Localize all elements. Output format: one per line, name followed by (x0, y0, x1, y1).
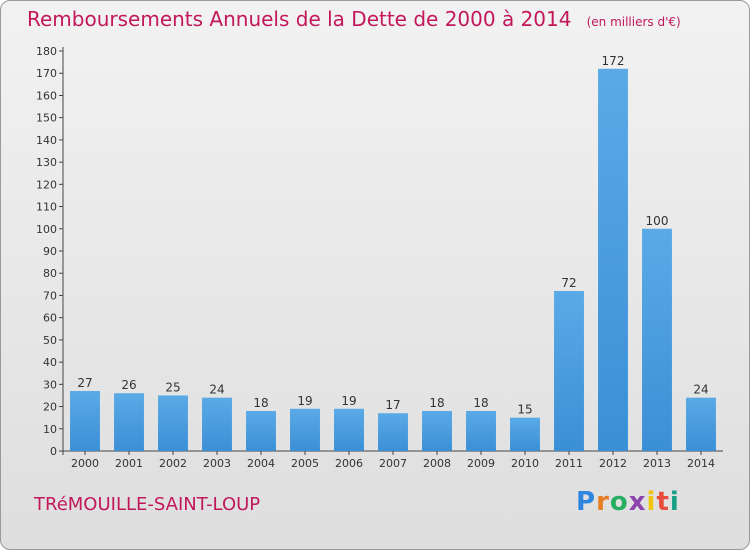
data-label: 27 (77, 376, 92, 390)
data-label: 24 (693, 383, 708, 397)
y-tick-label: 20 (43, 401, 57, 414)
bar (334, 408, 364, 451)
bar (598, 68, 628, 452)
y-tick-label: 100 (36, 223, 57, 236)
y-tick-label: 10 (43, 423, 57, 436)
data-label: 18 (253, 396, 268, 410)
x-tick-label: 2001 (115, 457, 143, 470)
logo-letter: r (596, 487, 610, 517)
y-tick-label: 130 (36, 156, 57, 169)
data-label: 25 (165, 380, 180, 394)
bar (642, 228, 672, 451)
data-label: 19 (341, 394, 356, 408)
data-label: 17 (385, 398, 400, 412)
proxiti-logo[interactable]: Proxiti (576, 487, 680, 517)
y-tick-label: 90 (43, 245, 57, 258)
x-tick-label: 2010 (511, 457, 539, 470)
x-tick-label: 2009 (467, 457, 495, 470)
y-tick-label: 40 (43, 356, 57, 369)
x-tick-label: 2012 (599, 457, 627, 470)
chart-title-unit: (en milliers d'€) (586, 15, 681, 29)
logo-letter: t (656, 487, 670, 517)
bar (554, 291, 584, 451)
bar (686, 397, 716, 451)
y-tick-label: 150 (36, 112, 57, 125)
data-label: 24 (209, 383, 224, 397)
bar (70, 391, 100, 451)
bar (114, 393, 144, 451)
commune-name: TRéMOUILLE-SAINT-LOUP (34, 494, 261, 515)
x-tick-label: 2005 (291, 457, 319, 470)
y-tick-label: 0 (50, 445, 57, 458)
x-tick-label: 2014 (687, 457, 715, 470)
data-label: 15 (517, 403, 532, 417)
logo-letter: o (609, 487, 629, 517)
y-tick-label: 120 (36, 178, 57, 191)
data-label: 72 (561, 276, 576, 290)
x-tick-label: 2003 (203, 457, 231, 470)
y-tick-label: 80 (43, 267, 57, 280)
data-label: 26 (121, 378, 136, 392)
logo-letter: i (646, 487, 657, 517)
y-tick-label: 70 (43, 289, 57, 302)
bar (510, 417, 540, 451)
x-tick-label: 2000 (71, 457, 99, 470)
y-tick-label: 110 (36, 201, 57, 214)
x-tick-label: 2002 (159, 457, 187, 470)
x-tick-label: 2011 (555, 457, 583, 470)
y-tick-label: 60 (43, 312, 57, 325)
bar (290, 408, 320, 451)
data-label: 172 (602, 54, 625, 68)
y-tick-label: 50 (43, 334, 57, 347)
logo-letter: x (628, 487, 647, 517)
bar (202, 397, 232, 451)
data-label: 18 (429, 396, 444, 410)
y-tick-label: 180 (36, 45, 57, 58)
x-tick-label: 2013 (643, 457, 671, 470)
y-tick-label: 140 (36, 134, 57, 147)
bar (466, 411, 496, 451)
y-tick-label: 160 (36, 89, 57, 102)
y-tick-label: 170 (36, 67, 57, 80)
chart-title: Remboursements Annuels de la Dette de 20… (27, 7, 681, 31)
x-tick-label: 2006 (335, 457, 363, 470)
bar (422, 411, 452, 451)
logo-letter: i (669, 487, 680, 517)
bar (158, 395, 188, 451)
chart-title-main: Remboursements Annuels de la Dette de 20… (27, 7, 572, 31)
data-label: 100 (646, 214, 669, 228)
x-tick-label: 2004 (247, 457, 275, 470)
bar (378, 413, 408, 451)
y-tick-label: 30 (43, 378, 57, 391)
x-tick-label: 2008 (423, 457, 451, 470)
data-label: 19 (297, 394, 312, 408)
bar (246, 411, 276, 451)
data-label: 18 (473, 396, 488, 410)
logo-letter: P (576, 487, 597, 517)
x-tick-label: 2007 (379, 457, 407, 470)
